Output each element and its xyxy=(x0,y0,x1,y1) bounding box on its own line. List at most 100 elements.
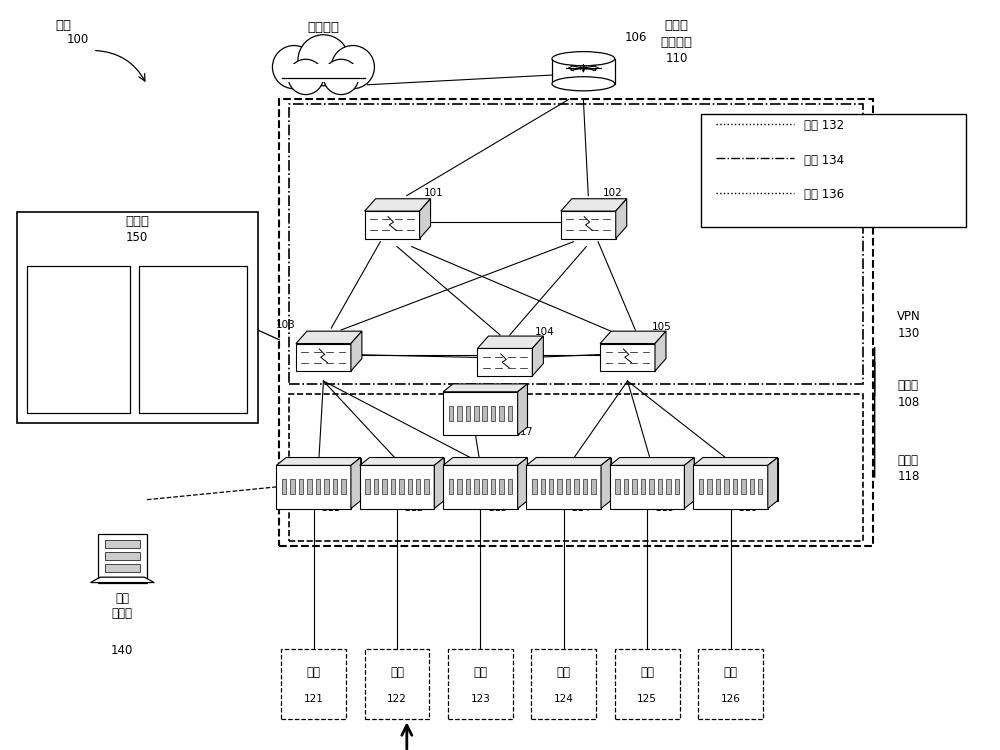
Polygon shape xyxy=(466,406,470,421)
Polygon shape xyxy=(333,479,337,494)
Polygon shape xyxy=(541,479,545,494)
Text: 网络: 网络 xyxy=(56,19,72,32)
Polygon shape xyxy=(90,578,154,583)
Text: 聚合层: 聚合层 xyxy=(897,379,918,392)
Polygon shape xyxy=(360,458,444,465)
Polygon shape xyxy=(699,479,703,494)
Polygon shape xyxy=(758,479,762,494)
Polygon shape xyxy=(360,465,434,509)
Polygon shape xyxy=(399,479,404,494)
Polygon shape xyxy=(453,384,527,427)
Polygon shape xyxy=(449,406,453,421)
Polygon shape xyxy=(382,479,387,494)
Text: 110: 110 xyxy=(665,53,688,65)
Text: 130: 130 xyxy=(897,327,920,340)
Polygon shape xyxy=(666,479,671,494)
Polygon shape xyxy=(716,479,720,494)
Polygon shape xyxy=(600,332,666,344)
Text: 125: 125 xyxy=(637,694,657,703)
Polygon shape xyxy=(526,458,611,465)
Polygon shape xyxy=(684,458,694,509)
Polygon shape xyxy=(491,479,495,494)
FancyBboxPatch shape xyxy=(531,649,596,719)
Polygon shape xyxy=(443,458,527,465)
Polygon shape xyxy=(443,384,527,392)
Text: 150: 150 xyxy=(126,231,148,244)
Polygon shape xyxy=(443,465,518,509)
Text: 124: 124 xyxy=(554,694,574,703)
Text: 140: 140 xyxy=(111,644,134,657)
Polygon shape xyxy=(416,479,420,494)
Polygon shape xyxy=(532,336,543,376)
Polygon shape xyxy=(693,465,768,509)
Polygon shape xyxy=(600,344,655,371)
Polygon shape xyxy=(768,458,778,509)
Text: 主机: 主机 xyxy=(724,666,738,680)
FancyBboxPatch shape xyxy=(701,114,966,227)
Polygon shape xyxy=(574,479,579,494)
Polygon shape xyxy=(649,479,654,494)
Polygon shape xyxy=(499,406,504,421)
Text: VPN: VPN xyxy=(897,310,921,323)
Polygon shape xyxy=(620,458,694,501)
FancyArrowPatch shape xyxy=(96,50,145,81)
Bar xyxy=(552,58,615,84)
Polygon shape xyxy=(443,392,518,435)
Polygon shape xyxy=(282,479,286,494)
Polygon shape xyxy=(453,458,527,501)
Circle shape xyxy=(288,59,323,94)
Polygon shape xyxy=(408,479,412,494)
Text: 主机: 主机 xyxy=(640,666,654,680)
Polygon shape xyxy=(616,199,627,238)
Polygon shape xyxy=(420,199,431,238)
Text: 117: 117 xyxy=(515,427,533,437)
FancyBboxPatch shape xyxy=(105,564,140,572)
FancyBboxPatch shape xyxy=(105,540,140,548)
Polygon shape xyxy=(457,479,462,494)
Polygon shape xyxy=(299,479,303,494)
Polygon shape xyxy=(466,479,470,494)
Polygon shape xyxy=(707,479,712,494)
Polygon shape xyxy=(474,406,479,421)
FancyBboxPatch shape xyxy=(615,649,680,719)
Polygon shape xyxy=(518,384,527,435)
Polygon shape xyxy=(296,332,362,344)
Text: 分布式: 分布式 xyxy=(665,19,689,32)
Text: 126: 126 xyxy=(721,694,740,703)
Text: 104: 104 xyxy=(534,327,554,337)
Polygon shape xyxy=(370,458,444,501)
Text: -112: -112 xyxy=(402,503,424,514)
Polygon shape xyxy=(316,479,320,494)
Polygon shape xyxy=(561,199,627,211)
FancyBboxPatch shape xyxy=(17,212,258,423)
Text: -113: -113 xyxy=(485,503,507,514)
Text: 角色 136: 角色 136 xyxy=(804,188,844,201)
Text: 主机: 主机 xyxy=(473,666,487,680)
Polygon shape xyxy=(482,406,487,421)
Polygon shape xyxy=(286,458,361,501)
Text: 120: 120 xyxy=(312,40,335,53)
Polygon shape xyxy=(610,465,684,509)
Text: -116: -116 xyxy=(735,503,757,514)
Polygon shape xyxy=(532,479,537,494)
Polygon shape xyxy=(583,479,587,494)
Text: 105: 105 xyxy=(652,322,672,332)
Polygon shape xyxy=(424,479,429,494)
Text: 主机: 主机 xyxy=(307,666,321,680)
Polygon shape xyxy=(365,479,370,494)
Polygon shape xyxy=(508,479,512,494)
Polygon shape xyxy=(324,479,329,494)
Text: 角色 132: 角色 132 xyxy=(804,119,844,133)
Polygon shape xyxy=(508,406,512,421)
Polygon shape xyxy=(276,465,351,509)
Polygon shape xyxy=(477,336,543,349)
Ellipse shape xyxy=(552,52,615,66)
Circle shape xyxy=(272,46,316,88)
Text: 162: 162 xyxy=(296,358,316,368)
Polygon shape xyxy=(434,458,444,509)
Polygon shape xyxy=(374,479,378,494)
Text: 154: 154 xyxy=(183,339,203,349)
Polygon shape xyxy=(279,64,368,82)
Text: 角色 134: 角色 134 xyxy=(804,154,844,166)
Polygon shape xyxy=(296,344,351,371)
